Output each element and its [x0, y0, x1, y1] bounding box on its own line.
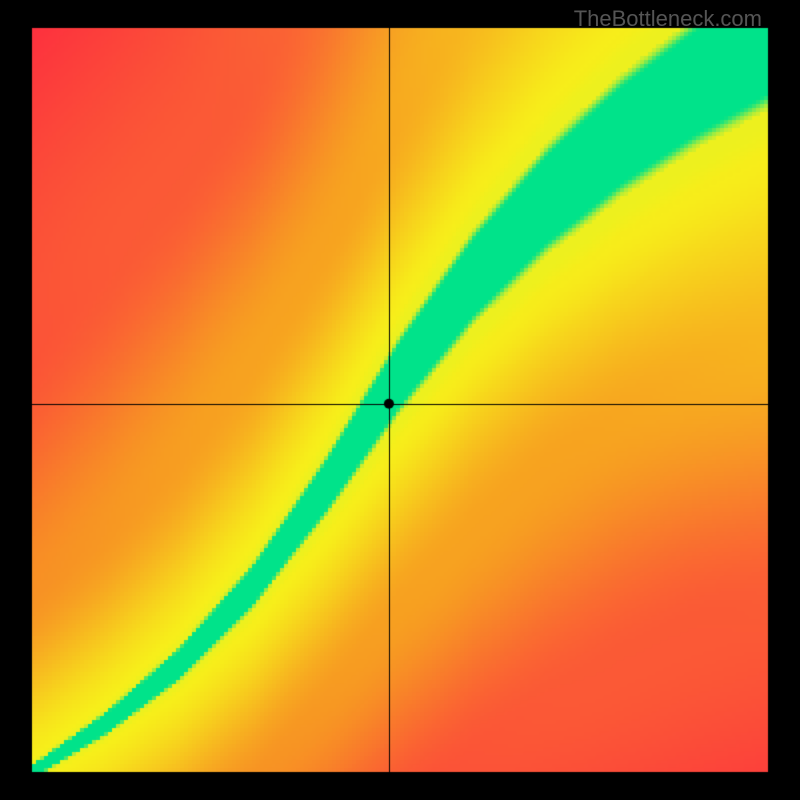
watermark-text: TheBottleneck.com — [574, 6, 762, 32]
heatmap-chart — [0, 0, 800, 800]
